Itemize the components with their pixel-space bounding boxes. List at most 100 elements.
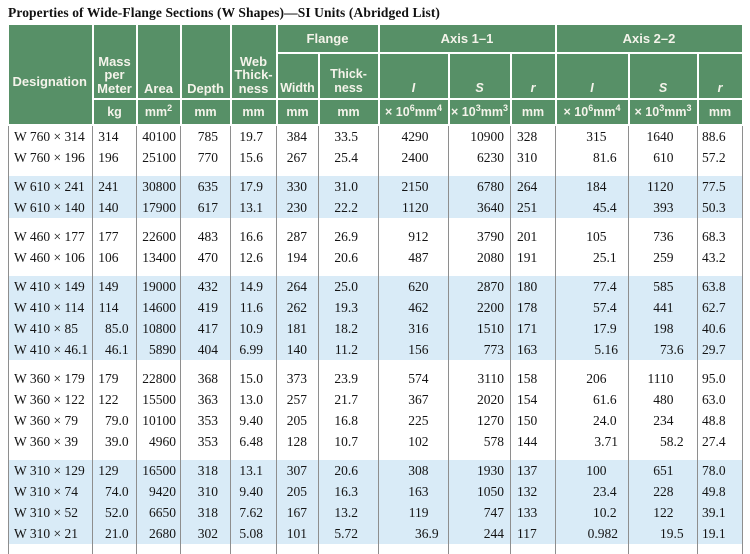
- cell-axis11-s: 1510: [448, 318, 511, 339]
- cell-mass: 241: [92, 176, 137, 197]
- cell-area: 6650: [136, 502, 181, 523]
- cell-flange-width: 264: [276, 276, 319, 297]
- group-gap: [8, 452, 743, 460]
- cell-mass: 149: [92, 276, 137, 297]
- cell-depth: 302: [180, 523, 231, 544]
- cell-flange-thickness: 23.9: [318, 368, 379, 389]
- group-gap-cell: [276, 268, 319, 276]
- cell-designation: W 610 × 241: [8, 176, 93, 197]
- cell-axis22-r: 77.5: [697, 176, 743, 197]
- cell-designation: W 610 × 140: [8, 197, 93, 218]
- group-gap-cell: [230, 452, 277, 460]
- cell-axis22-i: 105: [555, 226, 629, 247]
- cell-mass: 106: [92, 247, 137, 268]
- cell-mass: 140: [92, 197, 137, 218]
- cell-flange-width: 140: [276, 339, 319, 360]
- group-gap-cell: [628, 268, 698, 276]
- col-header-axis22-radius-of-gyration: r: [697, 53, 744, 100]
- table-row: W 410 × 114 114 14600 419 11.6 262 19.3 462 2200…: [8, 297, 743, 318]
- cell-axis22-s: 651: [628, 460, 698, 481]
- cell-axis22-r: 62.7: [697, 297, 743, 318]
- group-gap-cell: [555, 544, 629, 554]
- cell-axis11-i: 487: [378, 247, 449, 268]
- cell-area: 15500: [136, 389, 181, 410]
- cell-designation: W 310 × 129: [8, 460, 93, 481]
- cell-axis22-s: 73.6: [628, 339, 698, 360]
- table-row: W 310 × 21 21.0 2680 302 5.08 101 5.72 36.9 244 1…: [8, 523, 743, 544]
- cell-mass: 39.0: [92, 431, 137, 452]
- cell-axis22-r: 88.6: [697, 125, 743, 147]
- cell-flange-width: 267: [276, 147, 319, 168]
- cell-designation: W 760 × 196: [8, 147, 93, 168]
- cell-flange-width: 205: [276, 481, 319, 502]
- cell-axis22-s: 1120: [628, 176, 698, 197]
- col-header-axis22-moment-of-inertia: I: [555, 53, 630, 100]
- cell-depth: 353: [180, 410, 231, 431]
- cell-axis11-r: 201: [510, 226, 556, 247]
- cell-area: 16500: [136, 460, 181, 481]
- group-gap-cell: [136, 168, 181, 176]
- col-header-axis11-section-modulus: S: [448, 53, 512, 100]
- cell-designation: W 410 × 85: [8, 318, 93, 339]
- cell-axis11-s: 2870: [448, 276, 511, 297]
- col-header-area: Area: [136, 25, 182, 100]
- group-gap-cell: [276, 218, 319, 226]
- cell-axis22-s: 1640: [628, 125, 698, 147]
- cell-depth: 770: [180, 147, 231, 168]
- group-gap-cell: [697, 218, 743, 226]
- group-gap-cell: [180, 168, 231, 176]
- cell-area: 17900: [136, 197, 181, 218]
- cell-axis11-r: 150: [510, 410, 556, 431]
- cell-axis11-s: 1050: [448, 481, 511, 502]
- cell-web-thickness: 17.9: [230, 176, 277, 197]
- group-gap-cell: [555, 218, 629, 226]
- group-gap-cell: [510, 218, 556, 226]
- group-gap-cell: [448, 360, 511, 368]
- cell-axis11-r: 144: [510, 431, 556, 452]
- cell-axis22-r: 39.1: [697, 502, 743, 523]
- cell-area: 19000: [136, 276, 181, 297]
- group-gap-cell: [318, 360, 379, 368]
- group-gap-cell: [276, 168, 319, 176]
- cell-mass: 52.0: [92, 502, 137, 523]
- cell-web-thickness: 11.6: [230, 297, 277, 318]
- group-gap: [8, 168, 743, 176]
- cell-flange-thickness: 26.9: [318, 226, 379, 247]
- cell-flange-thickness: 20.6: [318, 460, 379, 481]
- cell-axis11-s: 3640: [448, 197, 511, 218]
- group-gap-cell: [230, 168, 277, 176]
- cell-axis22-s: 480: [628, 389, 698, 410]
- group-gap-cell: [697, 168, 743, 176]
- cell-web-thickness: 7.62: [230, 502, 277, 523]
- cell-mass: 122: [92, 389, 137, 410]
- group-gap-cell: [136, 544, 181, 554]
- cell-web-thickness: 14.9: [230, 276, 277, 297]
- cell-flange-width: 205: [276, 410, 319, 431]
- group-gap: [8, 360, 743, 368]
- group-gap-cell: [92, 168, 137, 176]
- cell-axis22-i: 315: [555, 125, 629, 147]
- group-gap-cell: [276, 452, 319, 460]
- unit-axis22-i: × 106mm4: [555, 99, 630, 126]
- cell-area: 22800: [136, 368, 181, 389]
- unit-flange-thickness: mm: [318, 99, 380, 126]
- group-gap-cell: [276, 360, 319, 368]
- cell-web-thickness: 15.6: [230, 147, 277, 168]
- table-row: W 360 × 179 179 22800 368 15.0 373 23.9 574 3110…: [8, 368, 743, 389]
- cell-axis11-s: 10900: [448, 125, 511, 147]
- cell-axis11-r: 154: [510, 389, 556, 410]
- cell-flange-thickness: 19.3: [318, 297, 379, 318]
- col-header-flange-width: Width: [276, 53, 320, 100]
- table-row: W 460 × 177 177 22600 483 16.6 287 26.9 912 3790…: [8, 226, 743, 247]
- cell-flange-width: 307: [276, 460, 319, 481]
- cell-flange-width: 181: [276, 318, 319, 339]
- w-shapes-properties-table: Designation Mass per Meter Area Depth We…: [8, 25, 744, 554]
- cell-axis22-s: 234: [628, 410, 698, 431]
- cell-area: 14600: [136, 297, 181, 318]
- col-header-mass-per-meter: Mass per Meter: [92, 25, 138, 100]
- cell-flange-width: 194: [276, 247, 319, 268]
- cell-axis11-s: 2020: [448, 389, 511, 410]
- unit-axis22-r: mm: [697, 99, 744, 126]
- cell-axis11-s: 747: [448, 502, 511, 523]
- table-row: W 360 × 122 122 15500 363 13.0 257 21.7 367 2020…: [8, 389, 743, 410]
